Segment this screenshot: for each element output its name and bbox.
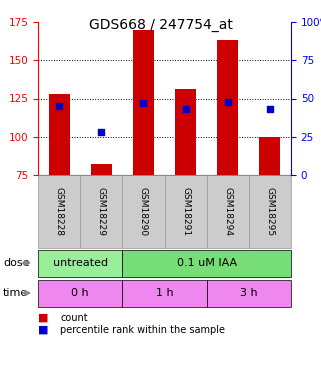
Bar (164, 175, 207, 248)
Text: GSM18294: GSM18294 (223, 187, 232, 236)
Bar (207, 279, 291, 306)
Text: GSM18228: GSM18228 (55, 187, 64, 236)
Text: 3 h: 3 h (240, 288, 258, 298)
Bar (122, 249, 291, 276)
Bar (122, 175, 164, 248)
Text: count: count (60, 313, 88, 323)
Bar (122, 279, 207, 306)
Text: ■: ■ (38, 313, 48, 323)
Bar (80, 175, 122, 248)
Bar (259, 137, 281, 175)
Point (99, 129, 104, 135)
Text: percentile rank within the sample: percentile rank within the sample (60, 325, 225, 335)
Bar (133, 30, 154, 175)
Point (56, 103, 62, 109)
Text: 0.1 uM IAA: 0.1 uM IAA (177, 258, 237, 268)
Point (225, 99, 230, 105)
Text: GSM18291: GSM18291 (181, 187, 190, 236)
Bar (91, 164, 112, 175)
Text: dose: dose (3, 258, 30, 268)
Bar (48, 94, 70, 175)
Bar (38, 175, 80, 248)
Text: untreated: untreated (53, 258, 108, 268)
Text: GDS668 / 247754_at: GDS668 / 247754_at (89, 18, 232, 32)
Bar (249, 175, 291, 248)
Text: 1 h: 1 h (156, 288, 173, 298)
Bar (217, 40, 238, 175)
Text: time: time (3, 288, 28, 298)
Text: ■: ■ (38, 325, 48, 335)
Bar (175, 89, 196, 175)
Text: GSM18290: GSM18290 (139, 187, 148, 236)
Bar (38, 279, 122, 306)
Text: GSM18295: GSM18295 (265, 187, 274, 236)
Bar (207, 175, 249, 248)
Point (267, 106, 273, 112)
Bar (38, 249, 122, 276)
Point (183, 106, 188, 112)
Text: 0 h: 0 h (71, 288, 89, 298)
Point (141, 100, 146, 106)
Text: GSM18229: GSM18229 (97, 187, 106, 236)
